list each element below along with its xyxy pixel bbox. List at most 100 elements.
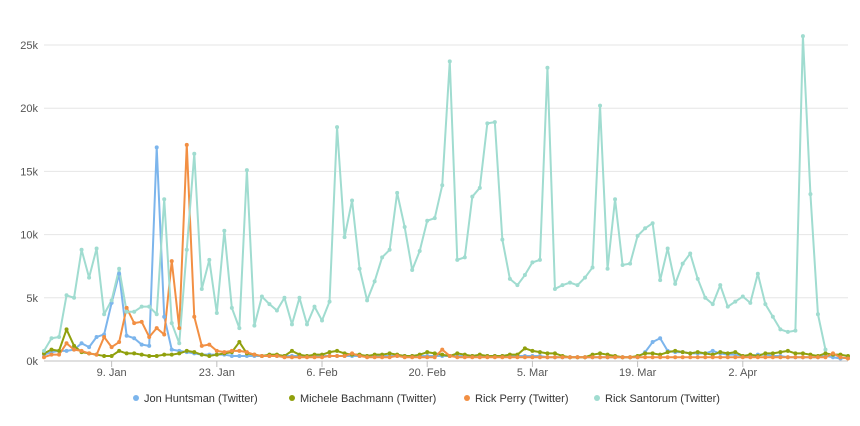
data-point[interactable]	[184, 142, 189, 147]
data-point[interactable]	[485, 121, 490, 126]
data-point[interactable]	[64, 348, 69, 353]
data-point[interactable]	[530, 260, 535, 265]
data-point[interactable]	[147, 353, 152, 358]
data-point[interactable]	[590, 265, 595, 270]
data-point[interactable]	[770, 355, 775, 360]
data-point[interactable]	[425, 218, 430, 223]
data-point[interactable]	[778, 327, 783, 332]
data-point[interactable]	[147, 343, 152, 348]
data-point[interactable]	[530, 348, 535, 353]
data-point[interactable]	[94, 246, 99, 251]
data-point[interactable]	[124, 309, 129, 314]
data-point[interactable]	[124, 333, 129, 338]
data-point[interactable]	[492, 120, 497, 125]
data-point[interactable]	[72, 347, 77, 352]
data-point[interactable]	[214, 310, 219, 315]
data-point[interactable]	[79, 348, 84, 353]
data-point[interactable]	[673, 348, 678, 353]
data-point[interactable]	[169, 347, 174, 352]
data-point[interactable]	[755, 355, 760, 360]
data-point[interactable]	[94, 334, 99, 339]
data-point[interactable]	[748, 300, 753, 305]
data-point[interactable]	[838, 355, 843, 360]
data-point[interactable]	[169, 352, 174, 357]
data-point[interactable]	[387, 355, 392, 360]
data-point[interactable]	[650, 351, 655, 356]
data-point[interactable]	[748, 355, 753, 360]
data-point[interactable]	[214, 348, 219, 353]
data-point[interactable]	[267, 353, 272, 358]
data-point[interactable]	[117, 266, 122, 271]
data-point[interactable]	[64, 327, 69, 332]
data-point[interactable]	[102, 334, 107, 339]
data-point[interactable]	[304, 355, 309, 360]
data-point[interactable]	[710, 348, 715, 353]
data-point[interactable]	[688, 355, 693, 360]
data-point[interactable]	[613, 355, 618, 360]
data-point[interactable]	[823, 351, 828, 356]
data-point[interactable]	[259, 353, 264, 358]
data-point[interactable]	[605, 266, 610, 271]
data-point[interactable]	[815, 312, 820, 317]
data-point[interactable]	[395, 353, 400, 358]
data-point[interactable]	[49, 352, 54, 357]
data-point[interactable]	[545, 355, 550, 360]
data-point[interactable]	[237, 340, 242, 345]
legend-item-3[interactable]: Rick Santorum (Twitter)	[594, 393, 720, 405]
data-point[interactable]	[695, 350, 700, 355]
data-point[interactable]	[537, 355, 542, 360]
data-point[interactable]	[628, 355, 633, 360]
data-point[interactable]	[237, 353, 242, 358]
data-point[interactable]	[665, 246, 670, 251]
data-point[interactable]	[252, 323, 257, 328]
data-point[interactable]	[402, 225, 407, 230]
data-point[interactable]	[87, 345, 92, 350]
data-point[interactable]	[658, 355, 663, 360]
data-point[interactable]	[335, 348, 340, 353]
data-point[interactable]	[522, 273, 527, 278]
data-point[interactable]	[169, 259, 174, 264]
legend-item-1[interactable]: Michele Bachmann (Twitter)	[289, 393, 436, 405]
data-point[interactable]	[718, 355, 723, 360]
data-point[interactable]	[267, 302, 272, 307]
data-point[interactable]	[289, 348, 294, 353]
data-point[interactable]	[425, 355, 430, 360]
data-point[interactable]	[703, 355, 708, 360]
data-point[interactable]	[635, 233, 640, 238]
data-point[interactable]	[477, 355, 482, 360]
data-point[interactable]	[703, 351, 708, 356]
data-point[interactable]	[710, 302, 715, 307]
data-point[interactable]	[447, 353, 452, 358]
data-point[interactable]	[800, 34, 805, 39]
data-point[interactable]	[327, 353, 332, 358]
data-point[interactable]	[297, 295, 302, 300]
data-point[interactable]	[117, 348, 122, 353]
data-point[interactable]	[214, 352, 219, 357]
data-point[interactable]	[335, 125, 340, 130]
data-point[interactable]	[425, 350, 430, 355]
data-point[interactable]	[139, 319, 144, 324]
data-point[interactable]	[154, 145, 159, 150]
data-point[interactable]	[455, 355, 460, 360]
data-point[interactable]	[522, 355, 527, 360]
data-point[interactable]	[718, 283, 723, 288]
data-point[interactable]	[695, 355, 700, 360]
data-point[interactable]	[808, 355, 813, 360]
data-point[interactable]	[725, 304, 730, 309]
data-point[interactable]	[620, 355, 625, 360]
data-point[interactable]	[785, 348, 790, 353]
data-point[interactable]	[793, 351, 798, 356]
data-point[interactable]	[177, 326, 182, 331]
data-point[interactable]	[57, 334, 62, 339]
data-point[interactable]	[327, 299, 332, 304]
data-point[interactable]	[117, 340, 122, 345]
data-point[interactable]	[402, 355, 407, 360]
data-point[interactable]	[470, 355, 475, 360]
data-point[interactable]	[109, 345, 114, 350]
data-point[interactable]	[665, 350, 670, 355]
data-point[interactable]	[575, 283, 580, 288]
data-point[interactable]	[57, 348, 62, 353]
data-point[interactable]	[207, 353, 212, 358]
data-point[interactable]	[372, 279, 377, 284]
data-point[interactable]	[147, 304, 152, 309]
